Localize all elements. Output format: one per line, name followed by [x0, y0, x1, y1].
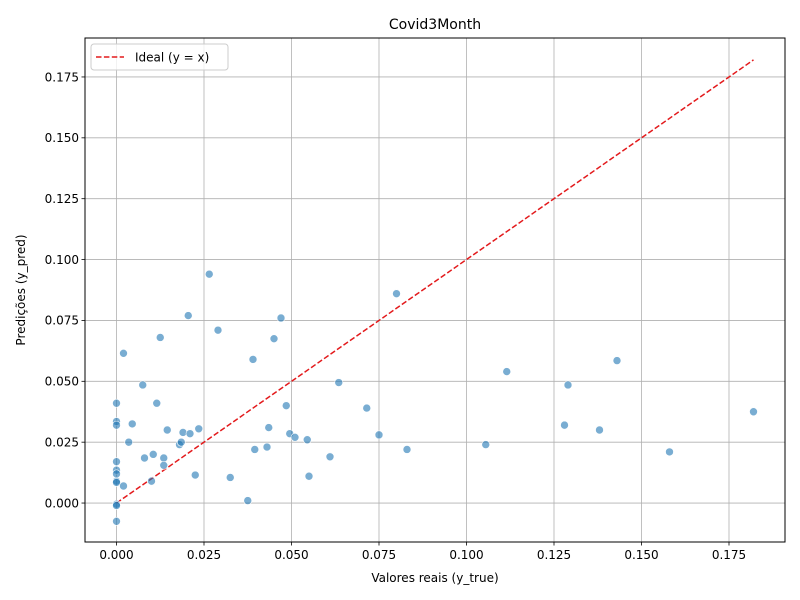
data-point [176, 437, 186, 447]
data-point [276, 313, 286, 323]
data-point [563, 380, 573, 390]
data-point [140, 453, 149, 463]
data-point [213, 325, 223, 335]
data-point [178, 428, 188, 437]
grid [85, 38, 785, 542]
data-point [269, 334, 279, 343]
y-axis-label: Predições (y_pred) [14, 234, 28, 345]
y-tick-label: 0.125 [45, 192, 79, 206]
data-point [112, 517, 121, 526]
data-point [185, 429, 195, 438]
x-tick-label: 0.125 [537, 548, 571, 562]
x-axis-label: Valores reais (y_true) [371, 571, 498, 585]
x-tick-label: 0.075 [362, 548, 396, 562]
legend-entry-ideal: Ideal (y = x) [135, 51, 209, 65]
data-point [264, 423, 274, 432]
data-point [148, 450, 158, 459]
data-point [560, 420, 569, 430]
x-tick-label: 0.150 [624, 548, 658, 562]
data-point [290, 433, 300, 442]
data-point [243, 496, 253, 505]
data-point [112, 398, 121, 408]
data-point [749, 407, 758, 417]
data-point [374, 430, 384, 440]
data-point [362, 403, 372, 413]
data-point [402, 445, 412, 454]
legend: Ideal (y = x) [90, 43, 229, 71]
x-tick-label: 0.050 [274, 548, 308, 562]
x-tick-label: 0.100 [449, 548, 483, 562]
ideal-line [116, 59, 754, 504]
data-point [481, 440, 491, 449]
data-point [595, 425, 604, 435]
y-tick-label: 0.150 [45, 131, 79, 145]
data-point [665, 447, 674, 457]
data-point [112, 501, 121, 510]
y-tick-label: 0.100 [45, 253, 79, 267]
data-point [152, 398, 162, 408]
data-point [183, 311, 193, 320]
data-point [112, 469, 121, 479]
data-point [119, 349, 128, 358]
data-point [162, 425, 172, 435]
data-point [248, 355, 258, 364]
x-axis-ticks: 0.000 0.025 0.050 0.075 0.100 0.125 0.150 0.175 [99, 542, 746, 562]
data-point [304, 471, 314, 481]
y-tick-label: 0.000 [45, 496, 79, 510]
data-point [119, 481, 128, 491]
data-point [159, 453, 169, 463]
x-tick-label: 0.175 [712, 548, 746, 562]
data-point [138, 380, 148, 390]
data-point [194, 424, 204, 434]
data-point [155, 333, 165, 342]
data-point [112, 420, 121, 430]
y-tick-label: 0.075 [45, 314, 79, 328]
data-point [127, 419, 137, 429]
x-tick-label: 0.000 [99, 548, 133, 562]
data-point [190, 470, 200, 480]
data-point [302, 435, 312, 445]
y-tick-label: 0.175 [45, 70, 79, 84]
data-point [112, 478, 121, 487]
data-point [262, 442, 272, 452]
x-tick-label: 0.025 [187, 548, 221, 562]
data-point [159, 461, 169, 470]
legend-box [90, 43, 229, 71]
data-point [281, 401, 291, 410]
data-point [112, 457, 121, 466]
ideal-line-layer [116, 59, 754, 504]
chart-title: Covid3Month [389, 17, 481, 33]
plot-area [85, 38, 785, 542]
data-point [124, 437, 134, 447]
y-axis-ticks: 0.000 0.025 0.050 0.075 0.100 0.125 0.150 0.175 [45, 70, 85, 510]
y-tick-label: 0.025 [45, 435, 79, 449]
data-point [147, 476, 156, 486]
data-point [612, 356, 622, 365]
y-tick-label: 0.050 [45, 375, 79, 389]
data-point [392, 289, 401, 298]
data-point [502, 367, 512, 376]
data-point [334, 378, 344, 387]
data-point [250, 445, 260, 454]
plot-frame [84, 37, 786, 543]
data-point [225, 473, 235, 482]
data-point [204, 269, 214, 279]
data-point [325, 452, 335, 462]
data-points [112, 269, 758, 526]
